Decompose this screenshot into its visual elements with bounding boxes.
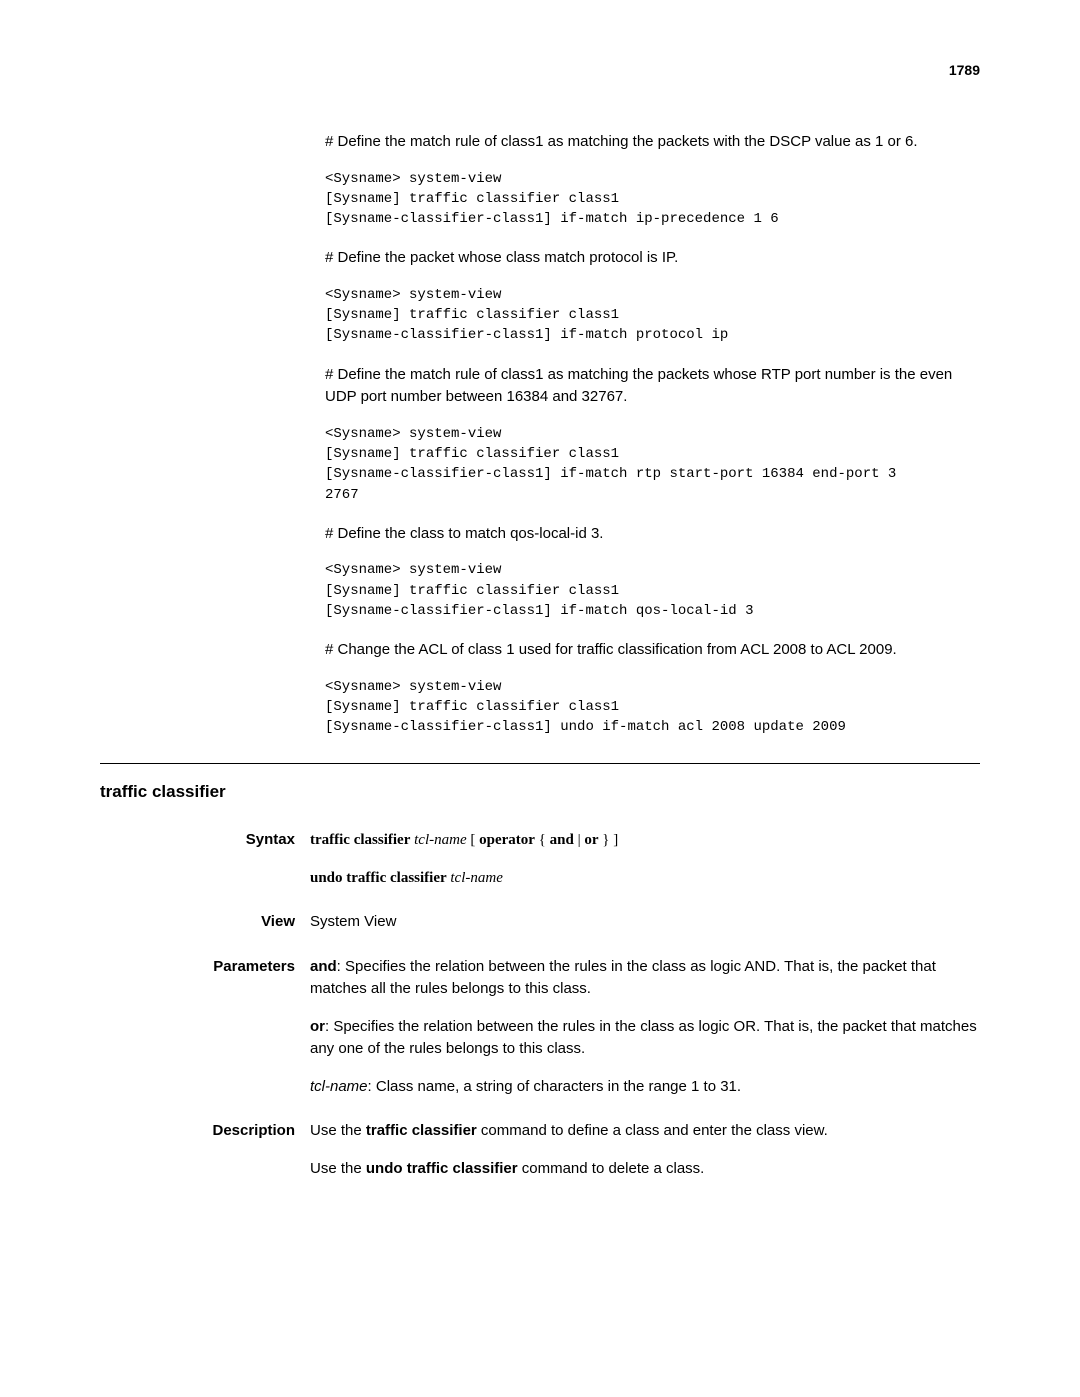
code-block-4: <Sysname> system-view [Sysname] traffic … [325, 560, 980, 621]
view-text: System View [310, 911, 980, 934]
param-tclname: tcl-name: Class name, a string of charac… [310, 1076, 980, 1099]
syntax-bracket-open: [ [467, 832, 480, 848]
syntax-cmd-1: traffic classifier [310, 832, 410, 848]
example-para-3: # Define the match rule of class1 as mat… [325, 364, 980, 409]
parameters-body: and: Specifies the relation between the … [310, 956, 980, 1099]
view-label: View [100, 911, 310, 934]
param-or-key: or [310, 1018, 325, 1035]
description-body: Use the traffic classifier command to de… [310, 1120, 980, 1180]
desc1-post: command to define a class and enter the … [477, 1122, 828, 1139]
description-label: Description [100, 1120, 310, 1143]
top-content: # Define the match rule of class1 as mat… [325, 131, 980, 738]
param-and-key: and [310, 958, 337, 975]
param-tclname-key: tcl-name [310, 1078, 368, 1095]
code-block-1: <Sysname> system-view [Sysname] traffic … [325, 169, 980, 230]
syntax-label: Syntax [100, 829, 310, 852]
syntax-or: or [584, 832, 598, 848]
example-para-1: # Define the match rule of class1 as mat… [325, 131, 980, 154]
code-block-3: <Sysname> system-view [Sysname] traffic … [325, 424, 980, 505]
code-block-2: <Sysname> system-view [Sysname] traffic … [325, 285, 980, 346]
syntax-arg-2: tcl-name [450, 870, 502, 886]
desc2-pre: Use the [310, 1160, 366, 1177]
syntax-line-1: traffic classifier tcl-name [ operator {… [310, 829, 980, 852]
desc2-cmd: undo traffic classifier [366, 1160, 518, 1177]
syntax-and: and [550, 832, 574, 848]
param-and-text: : Specifies the relation between the rul… [310, 958, 936, 998]
param-or: or: Specifies the relation between the r… [310, 1016, 980, 1061]
parameters-row: Parameters and: Specifies the relation b… [100, 956, 980, 1099]
desc-line-2: Use the undo traffic classifier command … [310, 1158, 980, 1181]
view-body: System View [310, 911, 980, 934]
parameters-label: Parameters [100, 956, 310, 979]
syntax-line-2: undo traffic classifier tcl-name [310, 867, 980, 890]
section-title: traffic classifier [100, 779, 980, 805]
desc1-cmd: traffic classifier [366, 1122, 477, 1139]
param-or-text: : Specifies the relation between the rul… [310, 1018, 977, 1058]
syntax-brace-close: } ] [599, 832, 619, 848]
syntax-brace-open: { [535, 832, 550, 848]
syntax-operator: operator [479, 832, 535, 848]
param-and: and: Specifies the relation between the … [310, 956, 980, 1001]
syntax-pipe: | [574, 832, 585, 848]
param-tclname-text: : Class name, a string of characters in … [368, 1078, 742, 1095]
example-para-5: # Change the ACL of class 1 used for tra… [325, 639, 980, 662]
syntax-row: Syntax traffic classifier tcl-name [ ope… [100, 829, 980, 889]
description-row: Description Use the traffic classifier c… [100, 1120, 980, 1180]
example-para-4: # Define the class to match qos-local-id… [325, 523, 980, 546]
syntax-cmd-2: undo traffic classifier [310, 870, 447, 886]
syntax-arg-1: tcl-name [414, 832, 466, 848]
page-number: 1789 [100, 60, 980, 81]
section-divider [100, 763, 980, 764]
example-para-2: # Define the packet whose class match pr… [325, 247, 980, 270]
desc-line-1: Use the traffic classifier command to de… [310, 1120, 980, 1143]
desc1-pre: Use the [310, 1122, 366, 1139]
view-row: View System View [100, 911, 980, 934]
code-block-5: <Sysname> system-view [Sysname] traffic … [325, 677, 980, 738]
desc2-post: command to delete a class. [518, 1160, 705, 1177]
syntax-body: traffic classifier tcl-name [ operator {… [310, 829, 980, 889]
